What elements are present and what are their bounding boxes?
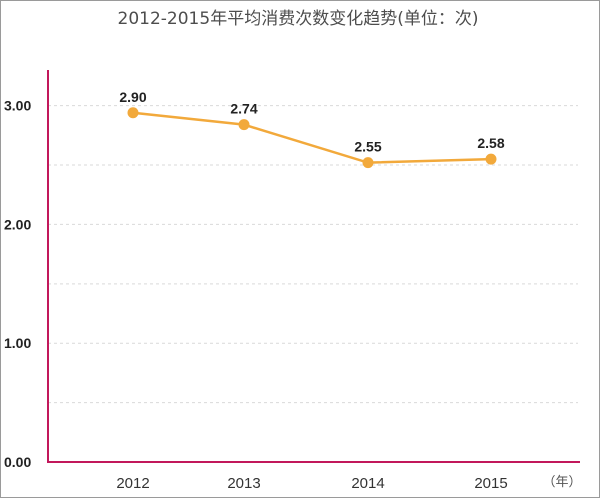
x-tick-label: 2013 <box>227 475 260 492</box>
data-point <box>485 153 497 165</box>
x-tick-label: 2012 <box>116 475 149 492</box>
data-point <box>238 119 250 131</box>
series-line <box>132 111 492 164</box>
gridlines <box>48 105 578 404</box>
y-tick-label: 1.00 <box>4 335 31 351</box>
x-axis-ticks: 2012 2013 2014 2015 <box>116 475 507 492</box>
data-label: 2.90 <box>119 89 146 105</box>
x-tick-label: 2014 <box>351 475 384 492</box>
data-label: 2.74 <box>230 101 257 117</box>
data-point <box>127 107 139 119</box>
data-points <box>127 107 497 169</box>
data-label: 2.55 <box>354 139 381 155</box>
y-tick-label: 0.00 <box>4 454 31 470</box>
x-tick-label: 2015 <box>474 475 507 492</box>
y-tick-label: 3.00 <box>4 98 31 114</box>
series-polyline <box>132 111 492 164</box>
y-axis-ticks: 0.00 1.00 2.00 3.00 <box>4 98 31 470</box>
x-axis-unit-label: （年） <box>542 475 581 490</box>
data-point <box>362 157 374 169</box>
y-tick-label: 2.00 <box>4 216 31 232</box>
data-labels: 2.90 2.74 2.55 2.58 <box>119 89 504 155</box>
chart-title: 2012-2015年平均消费次数变化趋势(单位：次) <box>118 9 479 29</box>
data-label: 2.58 <box>477 135 504 151</box>
